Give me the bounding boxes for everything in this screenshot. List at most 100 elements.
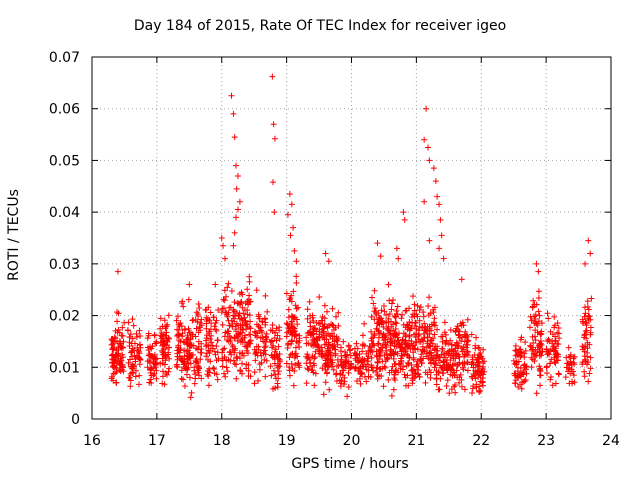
- data-point: [290, 382, 297, 389]
- data-point: [245, 367, 252, 374]
- data-point: [198, 316, 205, 323]
- data-point: [473, 334, 480, 341]
- data-point: [395, 337, 402, 344]
- data-point: [109, 352, 116, 359]
- data-point: [284, 345, 291, 352]
- data-point: [417, 355, 424, 362]
- data-point: [447, 327, 454, 334]
- data-point: [184, 359, 191, 366]
- data-point: [276, 357, 283, 364]
- data-point: [290, 316, 297, 323]
- data-point: [307, 312, 314, 319]
- data-point: [114, 268, 121, 275]
- data-point: [454, 361, 461, 368]
- data-point: [236, 291, 243, 298]
- data-point: [368, 362, 375, 369]
- data-point: [236, 315, 243, 322]
- data-point: [222, 293, 229, 300]
- data-point: [222, 373, 229, 380]
- data-point: [445, 340, 452, 347]
- data-point: [213, 357, 220, 364]
- data-point: [198, 375, 205, 382]
- data-point: [232, 345, 239, 352]
- data-point: [126, 339, 133, 346]
- data-point: [551, 358, 558, 365]
- data-point: [478, 354, 485, 361]
- data-point: [153, 355, 160, 362]
- data-point: [233, 185, 240, 192]
- data-point: [334, 341, 341, 348]
- data-point: [433, 353, 440, 360]
- data-point: [434, 326, 441, 333]
- data-point: [337, 370, 344, 377]
- data-point: [324, 324, 331, 331]
- data-point: [268, 372, 275, 379]
- data-point: [448, 386, 455, 393]
- data-point: [114, 309, 121, 316]
- data-point: [178, 367, 185, 374]
- data-point: [315, 319, 322, 326]
- data-point: [533, 352, 540, 359]
- data-point: [412, 333, 419, 340]
- data-point: [533, 260, 540, 267]
- data-point: [569, 378, 576, 385]
- data-point: [294, 360, 301, 367]
- data-point: [516, 346, 523, 353]
- data-point: [129, 335, 136, 342]
- data-point: [182, 326, 189, 333]
- data-point: [220, 296, 227, 303]
- data-point: [209, 342, 216, 349]
- data-point: [190, 316, 197, 323]
- data-point: [443, 382, 450, 389]
- data-point: [391, 312, 398, 319]
- data-point: [247, 325, 254, 332]
- data-point: [286, 364, 293, 371]
- data-point: [293, 273, 300, 280]
- data-point: [322, 379, 329, 386]
- data-point: [579, 361, 586, 368]
- data-point: [379, 318, 386, 325]
- data-point: [469, 385, 476, 392]
- data-point: [136, 350, 143, 357]
- data-point: [119, 351, 126, 358]
- data-point: [441, 319, 448, 326]
- data-point: [239, 335, 246, 342]
- x-tick-label: 19: [278, 433, 296, 449]
- data-point: [551, 343, 558, 350]
- data-point: [464, 359, 471, 366]
- data-point: [202, 306, 209, 313]
- data-point: [133, 334, 140, 341]
- data-point: [238, 370, 245, 377]
- data-point: [368, 354, 375, 361]
- data-point: [335, 362, 342, 369]
- data-point: [454, 345, 461, 352]
- data-point: [258, 359, 265, 366]
- data-point: [246, 338, 253, 345]
- data-point: [108, 373, 115, 380]
- data-point: [431, 304, 438, 311]
- data-point: [276, 327, 283, 334]
- data-point: [409, 319, 416, 326]
- data-point: [546, 360, 553, 367]
- data-point: [186, 281, 193, 288]
- data-point: [549, 340, 556, 347]
- data-point: [537, 382, 544, 389]
- data-point: [581, 368, 588, 375]
- data-point: [394, 337, 401, 344]
- data-point: [210, 365, 217, 372]
- data-point: [536, 312, 543, 319]
- data-point: [587, 354, 594, 361]
- data-point: [187, 336, 194, 343]
- data-point: [538, 320, 545, 327]
- data-point: [267, 363, 274, 370]
- data-point: [251, 380, 258, 387]
- data-point: [374, 341, 381, 348]
- data-point: [404, 341, 411, 348]
- y-tick-label: 0.07: [49, 50, 80, 66]
- data-point: [405, 359, 412, 366]
- data-point: [253, 321, 260, 328]
- data-point: [567, 370, 574, 377]
- data-point: [388, 336, 395, 343]
- data-point: [246, 312, 253, 319]
- data-point: [263, 357, 270, 364]
